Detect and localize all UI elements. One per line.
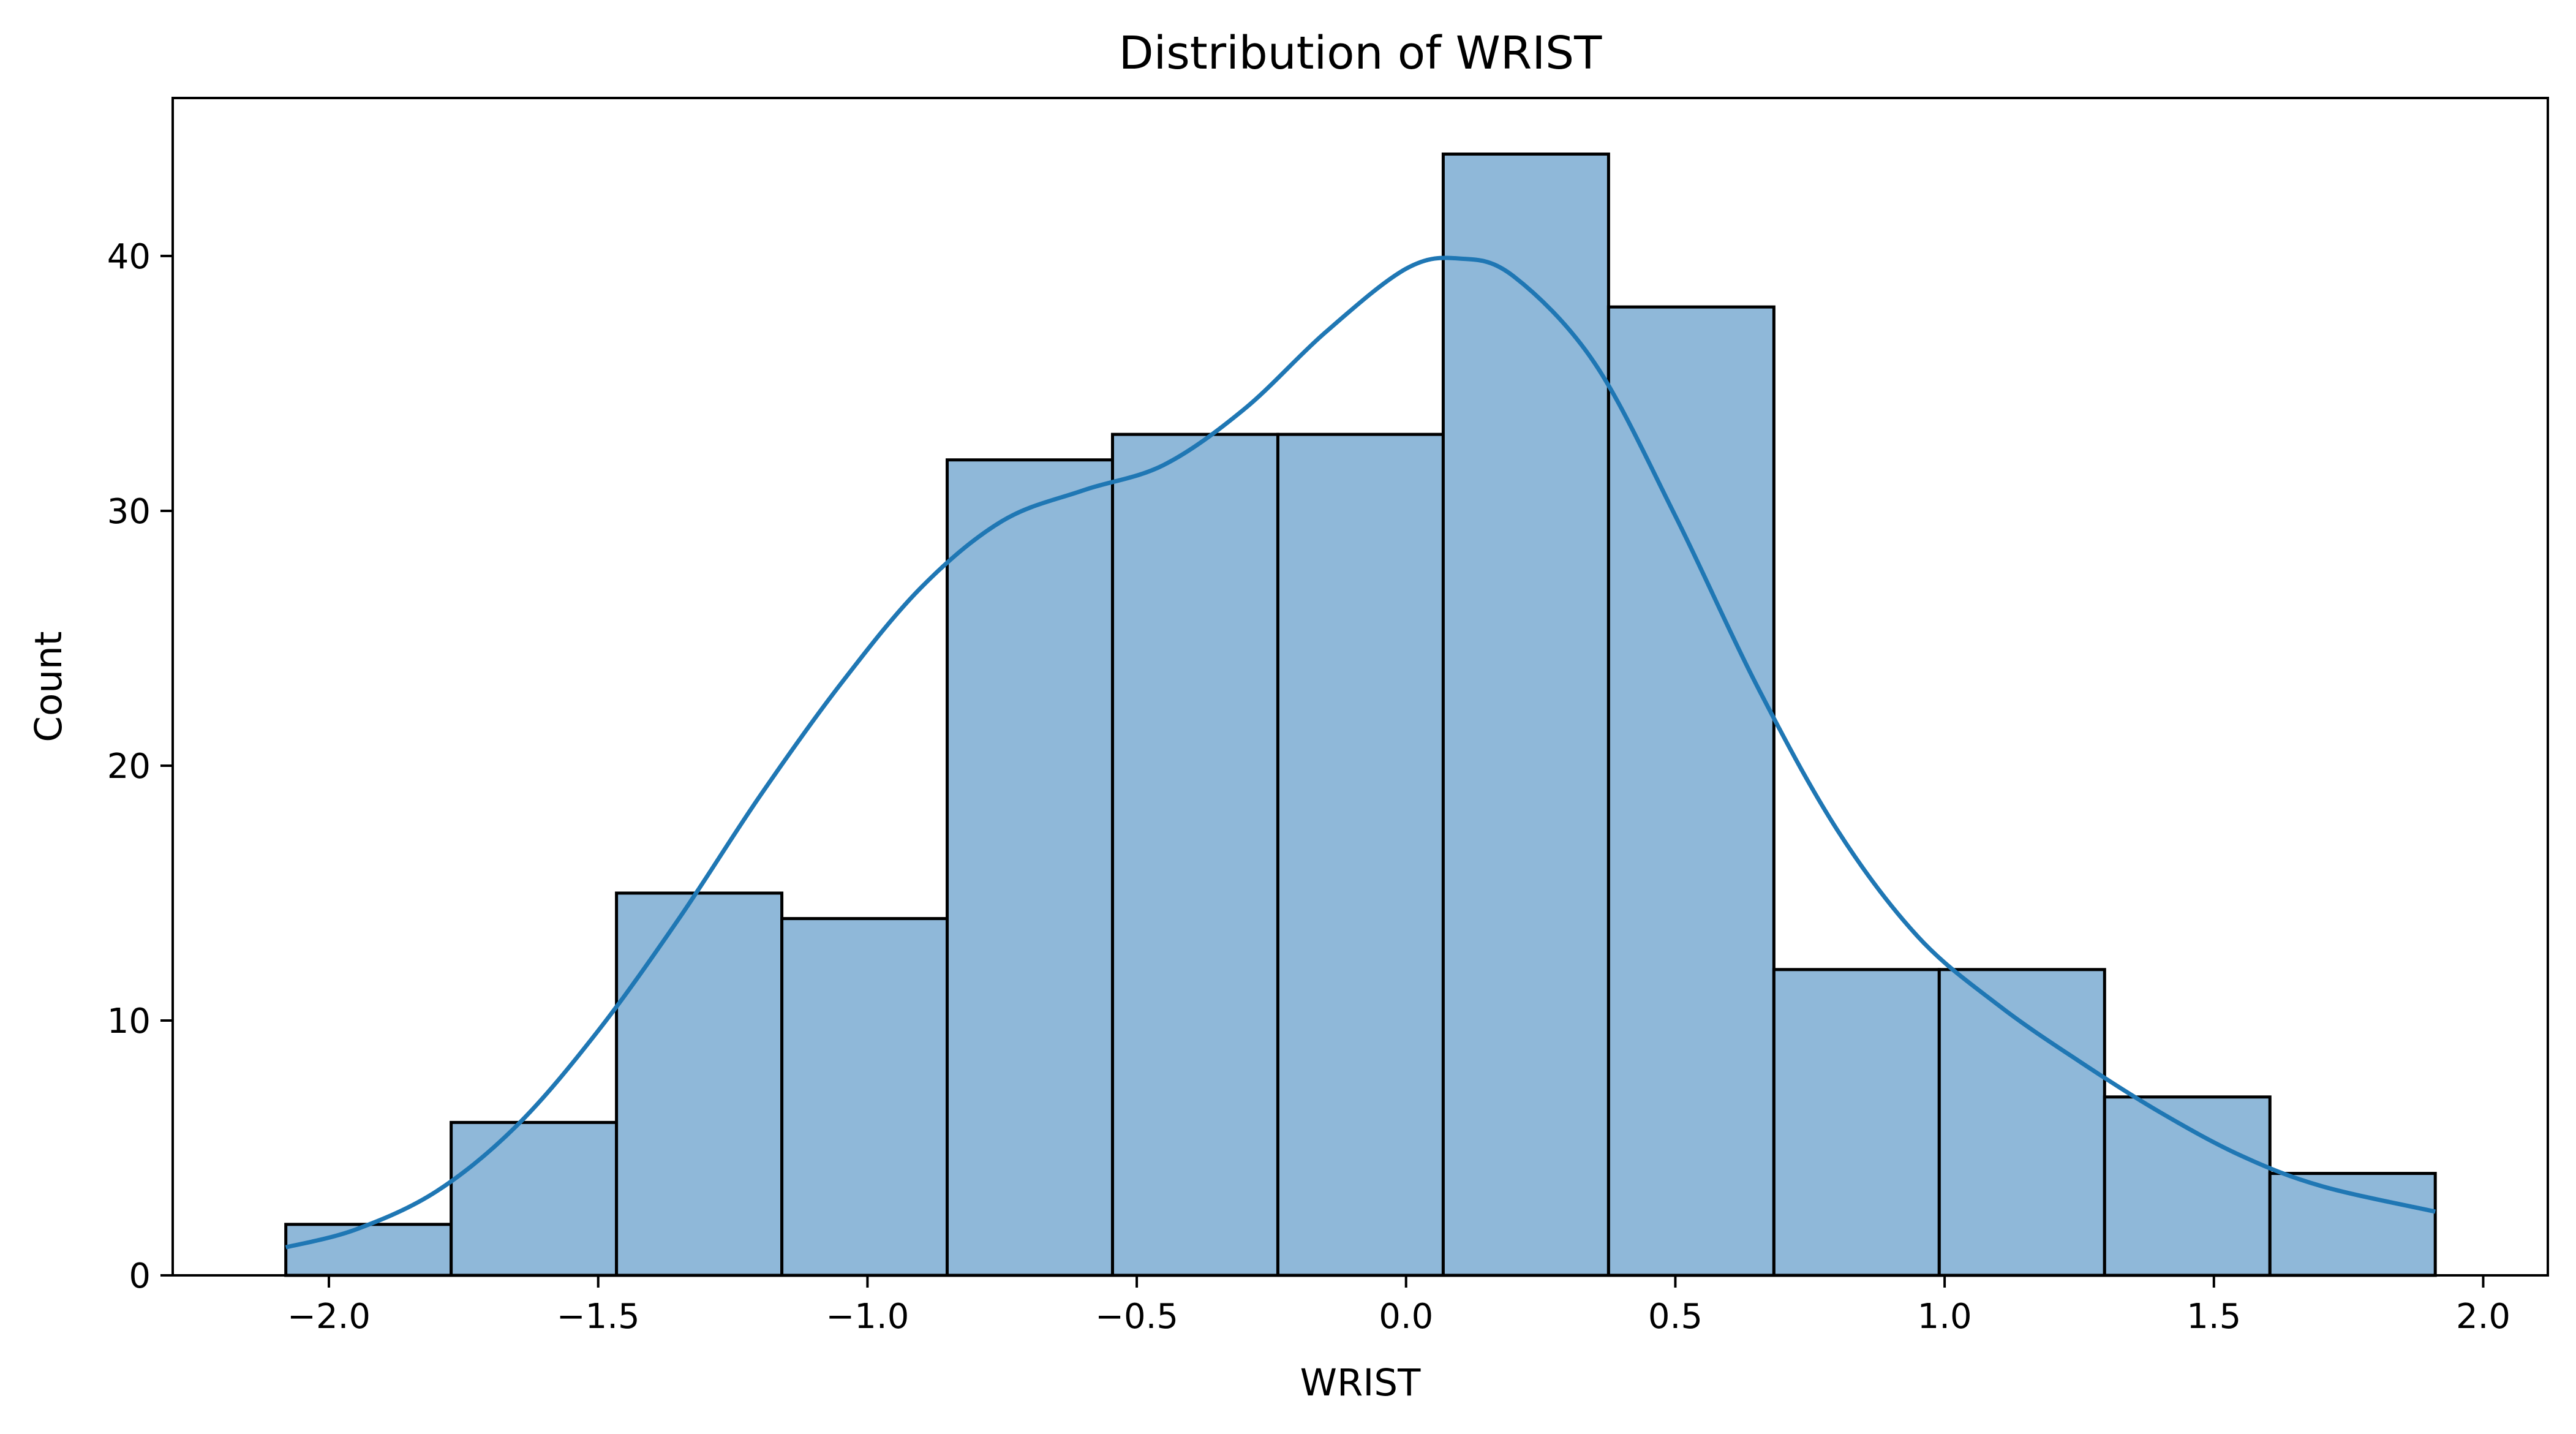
x-tick-label: 0.5 [1648, 1297, 1703, 1337]
histogram-bar [2103, 1095, 2272, 1277]
histogram-bar [946, 458, 1114, 1277]
histogram-bars [284, 153, 2437, 1277]
kde-curve [285, 255, 2436, 1250]
histogram-bar [615, 891, 784, 1277]
histogram-bar [284, 1223, 453, 1277]
histogram-bar [1276, 432, 1445, 1277]
x-tick-label: 1.5 [2186, 1297, 2241, 1337]
x-tick-label: −0.5 [1095, 1297, 1178, 1337]
y-axis-label: Count [27, 631, 70, 742]
y-axis-ticks: 0 10 20 30 40 [107, 237, 173, 1296]
histogram-bar [780, 917, 949, 1277]
histogram-bar [1606, 305, 1776, 1277]
histogram-bar [1441, 153, 1610, 1277]
x-tick-label: −1.5 [557, 1297, 640, 1337]
x-tick-label: 2.0 [2456, 1297, 2510, 1337]
histogram-bar [1110, 432, 1279, 1277]
x-tick-label: −1.0 [826, 1297, 909, 1337]
histogram-bar [450, 1120, 619, 1277]
y-tick-label: 0 [129, 1256, 151, 1296]
x-tick-label: 1.0 [1918, 1297, 1972, 1337]
x-tick-label: 0.0 [1379, 1297, 1433, 1337]
plot-area [171, 97, 2549, 1277]
y-tick-label: 10 [107, 1002, 151, 1041]
y-tick-label: 20 [107, 747, 151, 787]
histogram-bar [1937, 968, 2106, 1277]
x-tick-label: −2.0 [287, 1297, 371, 1337]
histogram-bar [1772, 968, 1941, 1277]
chart-title: Distribution of WRIST [1119, 27, 1602, 80]
x-axis-ticks: −2.0 −1.5 −1.0 −0.5 0.0 0.5 1.0 1.5 2.0 [287, 1275, 2510, 1337]
x-axis-label: WRIST [1300, 1361, 1421, 1405]
y-tick-label: 40 [107, 237, 151, 277]
axes-frame [171, 97, 2549, 1277]
y-tick-label: 30 [107, 492, 151, 532]
histogram-bar [2268, 1172, 2437, 1277]
